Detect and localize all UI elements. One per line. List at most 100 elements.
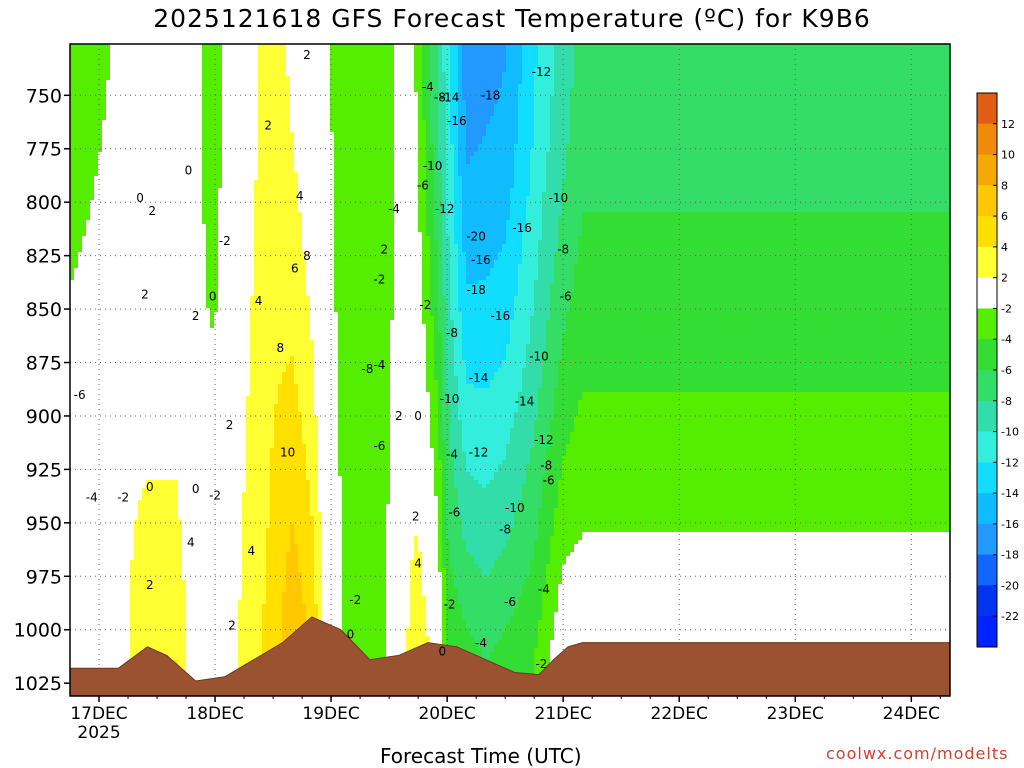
contour-label: 2 (412, 510, 420, 524)
contour-label: 2 (148, 204, 156, 218)
colorbar-swatch (977, 462, 997, 493)
contour-label: 0 (347, 627, 355, 641)
y-tick-label: 975 (26, 566, 62, 588)
colorbar-swatch (977, 124, 997, 155)
colorbar-swatch (977, 339, 997, 370)
contour-label: -10 (423, 159, 443, 173)
y-tick-label: 900 (26, 406, 62, 428)
colorbar-swatch (977, 432, 997, 463)
contour-label: -8 (540, 458, 552, 472)
contour-label: -10 (505, 501, 525, 515)
y-tick-label: 800 (26, 192, 62, 214)
contour-label: 2 (303, 48, 311, 62)
y-tick-label: 950 (26, 513, 62, 535)
contour-label: 0 (209, 290, 217, 304)
contour-label: -6 (373, 439, 385, 453)
contour-label: -12 (435, 202, 455, 216)
contour-label: -4 (86, 490, 98, 504)
contour-label: 2 (264, 119, 272, 133)
contour-label: -2 (535, 657, 547, 671)
contour-label: 0 (414, 409, 422, 423)
colorbar-swatch (977, 370, 997, 401)
colorbar-label: -2 (1001, 302, 1012, 315)
colorbar-label: 2 (1001, 272, 1008, 285)
colorbar-swatch (977, 616, 997, 647)
colorbar-swatch (977, 185, 997, 216)
y-tick-label: 1000 (14, 620, 62, 642)
contour-label: -16 (471, 253, 491, 267)
colorbar-label: 8 (1001, 179, 1008, 192)
colorbar-label: 6 (1001, 210, 1008, 223)
colorbar-swatch (977, 93, 997, 124)
contour-label: -6 (504, 595, 516, 609)
colorbar-label: -22 (1001, 610, 1019, 623)
colorbar-label: -18 (1001, 549, 1019, 562)
colorbar-label: -10 (1001, 426, 1019, 439)
contour-label: -8 (361, 362, 373, 376)
contour-label: -2 (349, 593, 361, 607)
x-tick-label: 21DEC (535, 704, 592, 724)
colorbar-label: -4 (1001, 333, 1012, 346)
contour-label: -6 (560, 290, 572, 304)
contour-label: 0 (146, 480, 154, 494)
contour-label: -6 (448, 505, 460, 519)
contour-label: -6 (543, 473, 555, 487)
x-tick-label: 23DEC (767, 704, 824, 724)
colorbar-swatch (977, 308, 997, 339)
x-year-label: 2025 (77, 723, 120, 743)
colorbar-swatch (977, 401, 997, 432)
contour-label: -4 (373, 358, 385, 372)
contour-label: -18 (466, 283, 486, 297)
contour-label: -2 (209, 488, 221, 502)
contour-label: 2 (380, 242, 388, 256)
x-tick-label: 17DEC (70, 704, 127, 724)
contour-label: 0 (136, 191, 144, 205)
contour-label: 2 (141, 287, 149, 301)
colorbar-label: -16 (1001, 518, 1019, 531)
colorbar-label: -6 (1001, 364, 1012, 377)
contour-label: 4 (247, 544, 255, 558)
x-tick-label: 18DEC (186, 704, 243, 724)
contour-label: 0 (438, 644, 446, 658)
colorbar-swatch (977, 247, 997, 278)
contour-label: 8 (277, 341, 285, 355)
contour-label: -16 (447, 114, 467, 128)
contour-label: -18 (481, 89, 501, 103)
colorbar-swatch (977, 216, 997, 247)
contour-label: -6 (417, 178, 429, 192)
contour-label: -8 (446, 326, 458, 340)
contour-label: -12 (534, 433, 554, 447)
y-tick-label: 1025 (14, 673, 62, 695)
contour-label: -10 (440, 392, 460, 406)
contour-label: -20 (466, 230, 486, 244)
colorbar-label: 12 (1001, 118, 1015, 131)
x-tick-label: 19DEC (302, 704, 359, 724)
y-tick-label: 750 (26, 85, 62, 107)
colorbar-label: 10 (1001, 149, 1015, 162)
y-tick-label: 925 (26, 459, 62, 481)
y-tick-label: 775 (26, 139, 62, 161)
x-tick-label: 24DEC (883, 704, 940, 724)
contour-label: 2 (226, 418, 234, 432)
colorbar-swatch (977, 155, 997, 186)
colorbar-label: 4 (1001, 241, 1008, 254)
contour-label: -14 (469, 371, 489, 385)
contour-label: 0 (192, 482, 200, 496)
contour-label: -2 (373, 272, 385, 286)
contour-label: -2 (419, 298, 431, 312)
credit-link[interactable]: coolwx.com/modelts (826, 744, 1008, 763)
contour-label: 10 (280, 446, 295, 460)
colorbar-swatch (977, 493, 997, 524)
contour-label: -8 (499, 523, 511, 537)
contour-label: -6 (74, 388, 86, 402)
contour-label: -4 (422, 80, 434, 94)
contour-label: 4 (187, 535, 195, 549)
contour-label: -10 (529, 349, 549, 363)
y-tick-label: 825 (26, 246, 62, 268)
x-tick-label: 22DEC (651, 704, 708, 724)
contour-label: 2 (146, 578, 154, 592)
y-tick-label: 875 (26, 353, 62, 375)
contour-label: -14 (515, 394, 535, 408)
